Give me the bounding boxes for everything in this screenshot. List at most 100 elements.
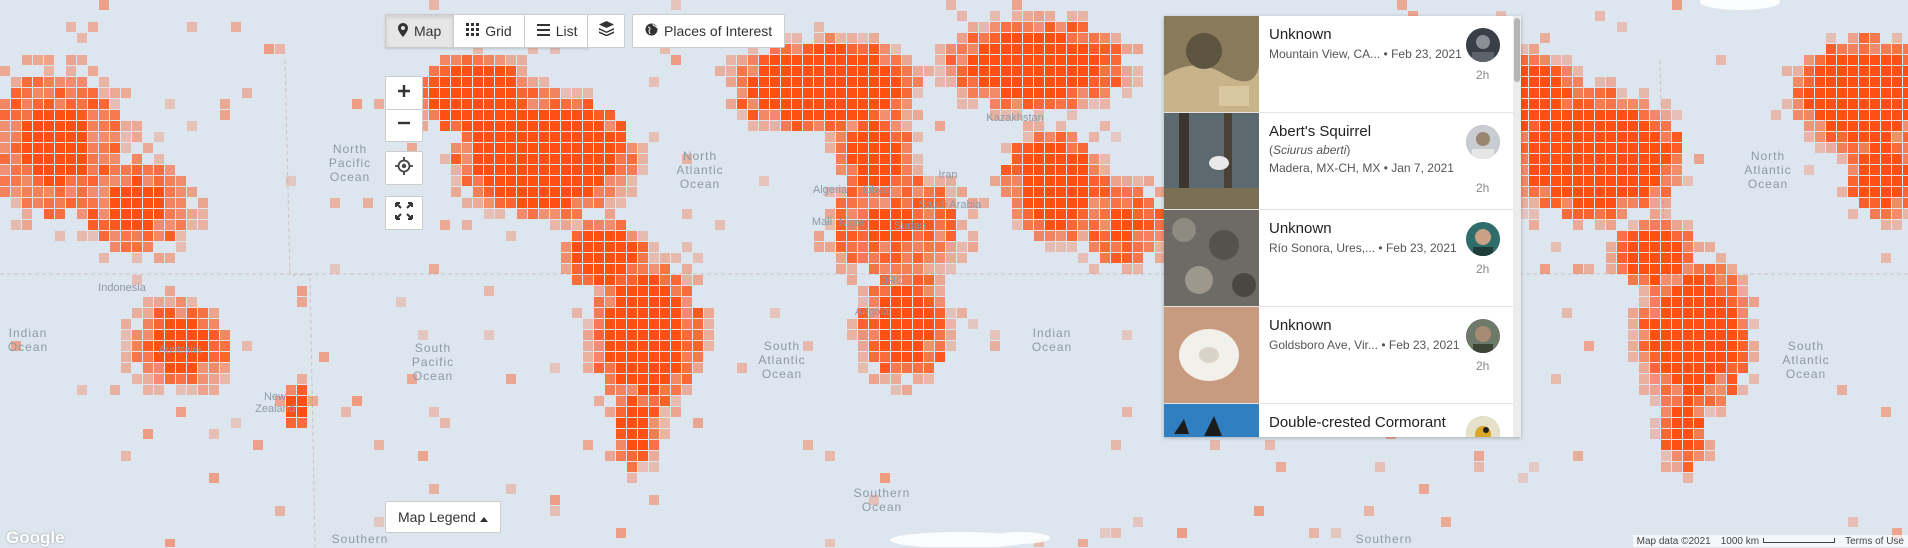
heat-cell bbox=[990, 77, 1000, 87]
map-legend-button[interactable]: Map Legend bbox=[385, 501, 501, 533]
layers-button[interactable] bbox=[587, 14, 625, 48]
heat-cell bbox=[440, 110, 450, 120]
places-of-interest-button[interactable]: Places of Interest bbox=[632, 14, 786, 48]
heat-cell bbox=[1034, 165, 1044, 175]
panel-scrollbar-thumb[interactable] bbox=[1514, 18, 1520, 82]
heat-cell bbox=[649, 341, 659, 351]
observation-photo[interactable] bbox=[1164, 16, 1259, 112]
observation-item[interactable]: Abert's Squirrel (Sciurus aberti) Madera… bbox=[1164, 113, 1521, 210]
heat-cell bbox=[1067, 143, 1077, 153]
heat-cell bbox=[1870, 165, 1880, 175]
avatar[interactable] bbox=[1466, 222, 1500, 256]
heat-cell bbox=[605, 253, 615, 263]
heat-cell bbox=[484, 198, 494, 208]
observation-photo[interactable] bbox=[1164, 307, 1259, 403]
heat-cell bbox=[99, 220, 109, 230]
heat-cell bbox=[550, 176, 560, 186]
heat-cell bbox=[1034, 209, 1044, 219]
heat-cell bbox=[891, 44, 901, 54]
google-logo[interactable]: Google bbox=[6, 528, 65, 547]
heat-cell bbox=[561, 132, 571, 142]
avatar[interactable] bbox=[1466, 319, 1500, 353]
heat-cell bbox=[935, 330, 945, 340]
panel-scrollbar-track[interactable] bbox=[1513, 16, 1521, 437]
heat-cell bbox=[594, 308, 604, 318]
grid-view-button[interactable]: Grid bbox=[454, 15, 525, 47]
heat-cell bbox=[66, 198, 76, 208]
heat-cell bbox=[880, 198, 890, 208]
scale-control[interactable]: 1000 km bbox=[1721, 536, 1836, 547]
observation-name[interactable]: Abert's Squirrel bbox=[1269, 123, 1372, 140]
heat-cell bbox=[924, 209, 934, 219]
observation-name[interactable]: Unknown bbox=[1269, 317, 1332, 334]
fullscreen-button[interactable] bbox=[385, 196, 423, 230]
heat-cell bbox=[0, 132, 10, 142]
heat-cell bbox=[880, 132, 890, 142]
zoom-in-button[interactable] bbox=[385, 76, 423, 109]
heat-cell bbox=[506, 55, 516, 65]
heat-cell bbox=[1661, 121, 1671, 131]
heat-cell bbox=[1738, 308, 1748, 318]
terms-of-use-link[interactable]: Terms of Use bbox=[1845, 535, 1904, 547]
heat-cell bbox=[649, 407, 659, 417]
observation-photo[interactable] bbox=[1164, 113, 1259, 209]
heat-cell bbox=[1617, 99, 1627, 109]
heat-cell bbox=[1672, 374, 1682, 384]
heat-cell bbox=[1111, 44, 1121, 54]
heat-cell bbox=[1562, 165, 1572, 175]
heat-cell bbox=[594, 396, 604, 406]
heat-cell bbox=[1815, 55, 1825, 65]
observation-name[interactable]: Double-crested Cormorant bbox=[1269, 414, 1446, 431]
heat-cell bbox=[1650, 143, 1660, 153]
heat-cell bbox=[968, 44, 978, 54]
heat-cell bbox=[902, 187, 912, 197]
observation-item[interactable]: Unknown Goldsboro Ave, Vir... • Feb 23, … bbox=[1164, 307, 1521, 404]
observation-name[interactable]: Unknown bbox=[1269, 220, 1332, 237]
heat-cell bbox=[484, 55, 494, 65]
heat-cell bbox=[1650, 275, 1660, 285]
heat-cell bbox=[1804, 88, 1814, 98]
heat-cell bbox=[1056, 88, 1066, 98]
avatar[interactable] bbox=[1466, 28, 1500, 62]
heat-cell bbox=[1001, 33, 1011, 43]
heat-cell bbox=[781, 99, 791, 109]
heat-cell bbox=[957, 11, 967, 21]
grid-view-label: Grid bbox=[485, 23, 512, 39]
zoom-out-button[interactable] bbox=[385, 109, 423, 142]
heat-cell bbox=[847, 121, 857, 131]
heat-cell bbox=[1892, 220, 1902, 230]
heat-cell bbox=[825, 220, 835, 230]
observation-photo[interactable] bbox=[1164, 404, 1259, 437]
heat-cell bbox=[506, 99, 516, 109]
list-view-button[interactable]: List bbox=[525, 15, 590, 47]
observation-item[interactable]: Unknown Río Sonora, Ures,... • Feb 23, 2… bbox=[1164, 210, 1521, 307]
heat-cell bbox=[1122, 187, 1132, 197]
heat-cell bbox=[1628, 198, 1638, 208]
observation-item[interactable]: Unknown Mountain View, CA... • Feb 23, 2… bbox=[1164, 16, 1521, 113]
heat-cell bbox=[330, 198, 340, 208]
heat-cell bbox=[1133, 209, 1143, 219]
map-data-label[interactable]: Map data ©2021 bbox=[1636, 535, 1711, 547]
heat-cell bbox=[1903, 176, 1908, 186]
heat-cell bbox=[891, 242, 901, 252]
heat-cell bbox=[143, 330, 153, 340]
heat-cell bbox=[605, 451, 615, 461]
locate-me-button[interactable] bbox=[385, 151, 423, 185]
heat-cell bbox=[902, 341, 912, 351]
avatar[interactable] bbox=[1466, 125, 1500, 159]
heat-cell bbox=[1012, 55, 1022, 65]
heat-cell bbox=[605, 319, 615, 329]
heat-cell bbox=[1518, 55, 1528, 65]
heat-cell bbox=[506, 77, 516, 87]
heat-cell bbox=[1639, 297, 1649, 307]
heat-cell bbox=[1628, 275, 1638, 285]
heat-cell bbox=[1023, 198, 1033, 208]
avatar[interactable] bbox=[1466, 416, 1500, 437]
map-view-button[interactable]: Map bbox=[386, 15, 455, 47]
observation-item[interactable]: Double-crested Cormorant bbox=[1164, 404, 1521, 437]
heat-cell bbox=[1562, 154, 1572, 164]
observation-name[interactable]: Unknown bbox=[1269, 26, 1332, 43]
observation-photo[interactable] bbox=[1164, 210, 1259, 306]
heat-cell bbox=[1474, 451, 1484, 461]
